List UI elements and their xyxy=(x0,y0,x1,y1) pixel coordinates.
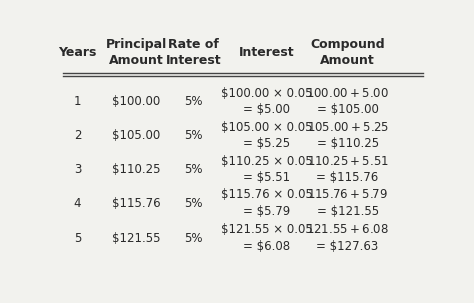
Text: 1: 1 xyxy=(74,95,82,108)
Text: 3: 3 xyxy=(74,163,82,176)
Text: 2: 2 xyxy=(74,129,82,142)
Text: Compound
Amount: Compound Amount xyxy=(310,38,385,67)
Text: 5%: 5% xyxy=(184,232,202,245)
Text: $110.25 + $5.51
= $115.76: $110.25 + $5.51 = $115.76 xyxy=(307,155,389,184)
Text: $100.00: $100.00 xyxy=(112,95,161,108)
Text: 5%: 5% xyxy=(184,95,202,108)
Text: 4: 4 xyxy=(74,197,82,210)
Text: $121.55 + $6.08
= $127.63: $121.55 + $6.08 = $127.63 xyxy=(306,223,389,253)
Text: 5%: 5% xyxy=(184,129,202,142)
Text: Principal
Amount: Principal Amount xyxy=(106,38,167,67)
Text: $105.00: $105.00 xyxy=(112,129,161,142)
Text: $115.76 + $5.79
= $121.55: $115.76 + $5.79 = $121.55 xyxy=(307,188,388,218)
Text: $105.00 × 0.05
= $5.25: $105.00 × 0.05 = $5.25 xyxy=(221,121,312,150)
Text: $121.55: $121.55 xyxy=(112,232,161,245)
Text: $110.25: $110.25 xyxy=(112,163,161,176)
Text: 5%: 5% xyxy=(184,163,202,176)
Text: 5: 5 xyxy=(74,232,82,245)
Text: $115.76 × 0.05
= $5.79: $115.76 × 0.05 = $5.79 xyxy=(221,188,313,218)
Text: $100.00 × 0.05
= $5.00: $100.00 × 0.05 = $5.00 xyxy=(221,87,312,116)
Text: Rate of
Interest: Rate of Interest xyxy=(165,38,221,67)
Text: $100.00 + $5.00
= $105.00: $100.00 + $5.00 = $105.00 xyxy=(306,87,389,116)
Text: 5%: 5% xyxy=(184,197,202,210)
Text: $121.55 × 0.05
= $6.08: $121.55 × 0.05 = $6.08 xyxy=(221,223,313,253)
Text: $105.00 + $5.25
= $110.25: $105.00 + $5.25 = $110.25 xyxy=(307,121,389,150)
Text: Years: Years xyxy=(58,46,97,59)
Text: Interest: Interest xyxy=(239,46,295,59)
Text: $115.76: $115.76 xyxy=(112,197,161,210)
Text: $110.25 × 0.05
= $5.51: $110.25 × 0.05 = $5.51 xyxy=(221,155,313,184)
